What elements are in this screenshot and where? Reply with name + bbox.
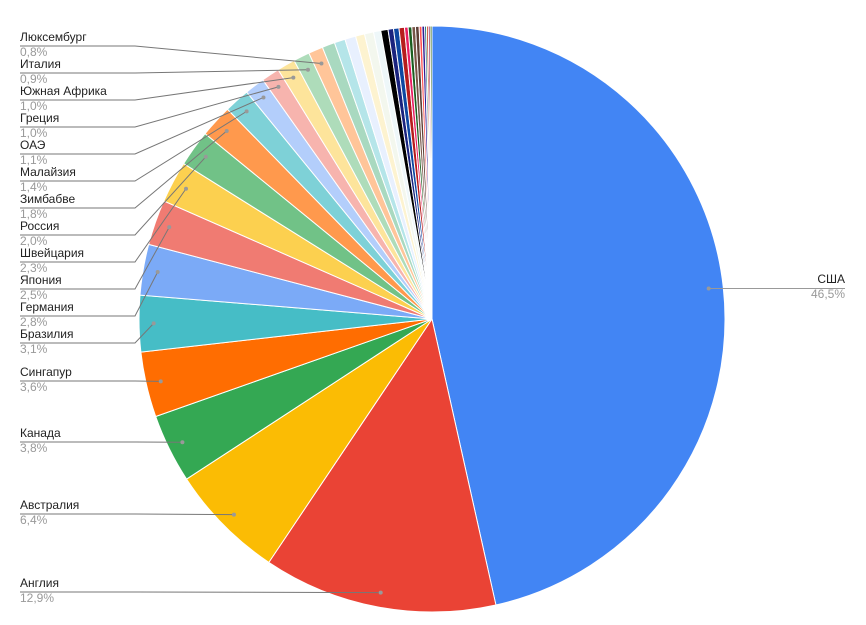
slice-value-label: 2,0% (20, 234, 48, 248)
leader-dot (167, 225, 172, 230)
pie-slice (429, 25, 433, 320)
leader-dot (151, 321, 156, 326)
leader-dot (203, 154, 208, 159)
leader-dot (276, 84, 281, 89)
leader-line (20, 188, 187, 263)
slice-value-label: 0,9% (20, 72, 48, 86)
leader-line (20, 591, 381, 594)
leader-line (20, 45, 322, 65)
leader-dot (244, 109, 249, 114)
leader-line (20, 323, 155, 344)
slice-value-label: 2,5% (20, 288, 48, 302)
leader-dot (180, 440, 185, 445)
slice-label: Англия (20, 576, 59, 590)
leader-line (20, 110, 247, 182)
slice-value-label: 2,3% (20, 261, 48, 275)
leader-line (20, 226, 170, 290)
leader-line (20, 513, 234, 516)
slice-value-label: 3,8% (20, 441, 48, 455)
slice-value-label: 46,5% (811, 287, 845, 301)
slice-label: Малайзия (20, 165, 76, 179)
leader-line (20, 77, 294, 101)
leader-dot (231, 512, 236, 517)
leader-dot (261, 95, 266, 100)
slice-value-label: 12,9% (20, 591, 54, 605)
slice-label: Австралия (20, 498, 79, 512)
pie-slice (431, 25, 726, 606)
leader-line (20, 69, 308, 74)
leader-dot (706, 286, 711, 291)
slice-value-label: 3,1% (20, 342, 48, 356)
slice-value-label: 1,0% (20, 99, 48, 113)
slice-label: Италия (20, 57, 61, 71)
slice-label: Бразилия (20, 327, 74, 341)
slice-value-label: 2,8% (20, 315, 48, 329)
slice-label: Сингапур (20, 365, 72, 379)
slice-value-label: 1,1% (20, 153, 48, 167)
slice-label: Зимбабве (20, 192, 75, 206)
leader-dot (224, 129, 229, 134)
slice-value-label: 3,6% (20, 380, 48, 394)
leader-line (20, 86, 279, 128)
leader-line (20, 156, 207, 236)
leader-line (20, 97, 264, 155)
slice-label: Россия (20, 219, 59, 233)
slice-label: Япония (20, 273, 62, 287)
leader-dot (291, 75, 296, 80)
slice-label: США (817, 272, 845, 286)
leader-line (20, 271, 159, 317)
leader-dot (305, 67, 310, 72)
pie-slice (268, 317, 497, 613)
leader-dot (378, 590, 383, 595)
slice-value-label: 0,8% (20, 45, 48, 59)
slice-label: Люксембург (20, 30, 87, 44)
leader-dot (155, 270, 160, 275)
leader-dot (319, 61, 324, 66)
slice-label: Южная Африка (20, 84, 107, 98)
slice-value-label: 1,8% (20, 207, 48, 221)
slice-value-label: 1,4% (20, 180, 48, 194)
slice-value-label: 6,4% (20, 513, 48, 527)
leader-dot (158, 379, 163, 384)
slice-label: Германия (20, 300, 74, 314)
slice-label: Швейцария (20, 246, 84, 260)
slice-label: ОАЭ (20, 138, 46, 152)
slice-label: Греция (20, 111, 59, 125)
pie-slice (185, 318, 433, 564)
slice-value-label: 1,0% (20, 126, 48, 140)
slice-label: Канада (20, 426, 61, 440)
leader-dot (184, 186, 189, 191)
leader-line (20, 130, 228, 209)
